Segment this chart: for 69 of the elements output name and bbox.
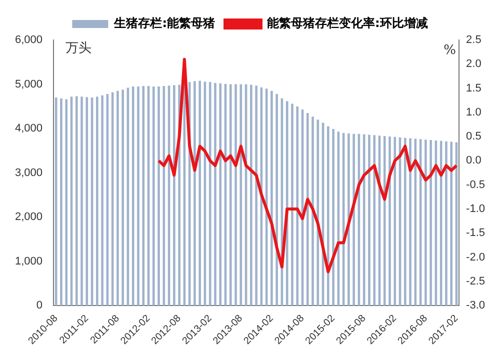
bar — [162, 86, 166, 306]
y-tick-label: 1,000 — [14, 255, 43, 268]
bar — [122, 90, 124, 306]
bar — [234, 84, 237, 306]
bar — [383, 136, 386, 306]
y2-tick-label: 2.0 — [466, 58, 482, 70]
bar — [240, 84, 242, 306]
bar — [312, 116, 314, 306]
bar — [86, 97, 88, 306]
y-tick-label: 5,000 — [14, 78, 43, 90]
bar — [142, 86, 145, 306]
y-axis-title: 万头 — [66, 40, 92, 56]
bar — [430, 140, 432, 306]
bar — [75, 96, 78, 306]
y2-tick-label: 1.5 — [466, 82, 482, 94]
bar — [409, 138, 412, 306]
bar — [137, 86, 140, 306]
bar — [96, 96, 98, 306]
bar — [332, 128, 334, 306]
y-tick-label: 0 — [36, 300, 43, 312]
y2-axis-title: % — [444, 42, 456, 58]
y2-tick-label: -2.5 — [466, 275, 486, 288]
y-tick-label: 6,000 — [14, 34, 43, 46]
bar — [450, 142, 452, 306]
bar — [394, 136, 396, 306]
bar — [296, 106, 299, 306]
bar — [60, 98, 62, 306]
bar — [116, 90, 119, 306]
y2-tick-label: 0.5 — [466, 130, 482, 143]
bar — [348, 133, 350, 306]
y2-tick-label: -0.5 — [466, 178, 486, 191]
y2-tick-label: -2.0 — [466, 251, 486, 264]
bar — [316, 120, 320, 306]
bar — [388, 136, 391, 306]
y-tick-label: 2,000 — [14, 211, 43, 224]
bar — [152, 86, 155, 306]
legend-label: 能繁母猪存栏变化率:环比增减 — [267, 16, 428, 30]
bar — [255, 86, 258, 306]
bar — [219, 83, 222, 306]
bar — [250, 84, 252, 306]
bar — [368, 134, 370, 306]
y2-tick-label: -1.0 — [466, 203, 486, 216]
y-tick-label: 3,000 — [14, 166, 43, 179]
bar — [194, 81, 196, 306]
y2-tick-label: 0.0 — [466, 154, 482, 167]
legend-label: 生猪存栏:能繁母猪 — [113, 16, 216, 30]
y2-tick-label: -1.5 — [466, 227, 486, 240]
bar — [80, 96, 83, 306]
bar — [158, 86, 160, 306]
bar — [291, 104, 294, 306]
bar — [326, 126, 330, 306]
bar — [101, 95, 104, 306]
y-tick-label: 4,000 — [14, 122, 43, 135]
bar — [214, 82, 216, 306]
bar — [173, 85, 176, 306]
bar — [198, 80, 201, 306]
bar — [65, 99, 68, 306]
bar — [373, 135, 376, 306]
bar — [404, 138, 406, 306]
bar — [270, 90, 273, 306]
bar — [445, 141, 448, 306]
y2-tick-label: 1.0 — [466, 106, 482, 118]
bar — [306, 113, 309, 306]
bar — [276, 94, 278, 306]
bar — [424, 140, 427, 306]
y2-tick-label: -3.0 — [466, 300, 486, 312]
y2-tick-label: 2.5 — [466, 34, 482, 46]
bar — [352, 134, 355, 306]
bar — [229, 84, 232, 306]
